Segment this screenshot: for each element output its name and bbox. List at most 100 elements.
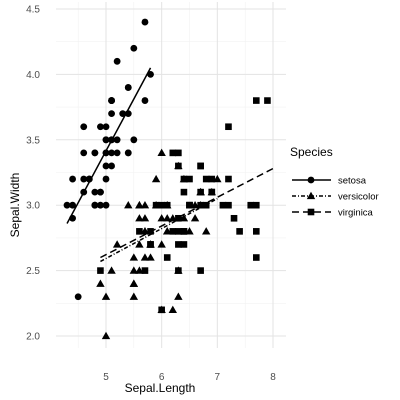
point-setosa: [102, 201, 110, 209]
point-versicolor: [157, 148, 166, 157]
point-virginica: [147, 241, 154, 248]
point-virginica: [230, 214, 238, 222]
point-setosa: [108, 110, 115, 118]
point-setosa: [80, 188, 88, 196]
point-versicolor: [190, 201, 200, 209]
point-virginica: [236, 228, 243, 235]
point-setosa: [113, 57, 121, 65]
point-virginica: [202, 201, 210, 209]
y-tick-label: 3.0: [26, 201, 40, 212]
point-versicolor: [140, 227, 150, 235]
point-versicolor: [151, 174, 161, 183]
point-versicolor: [129, 253, 139, 261]
point-versicolor: [213, 174, 222, 183]
point-virginica: [186, 201, 193, 209]
x-axis-ticks: 5 6 7 8: [103, 372, 276, 383]
x-tick-label: 7: [215, 372, 221, 383]
x-axis-label: Sepal.Length: [125, 381, 196, 395]
point-setosa: [91, 188, 99, 196]
point-virginica: [253, 201, 260, 209]
point-versicolor: [129, 266, 139, 274]
point-virginica: [208, 175, 216, 183]
data-points: [63, 18, 271, 340]
point-virginica: [147, 228, 154, 235]
point-virginica: [197, 188, 204, 196]
point-setosa: [124, 110, 132, 118]
point-virginica: [175, 214, 182, 222]
point-versicolor: [163, 227, 172, 235]
point-virginica: [225, 201, 232, 209]
fit-lines: [66, 67, 274, 263]
point-virginica: [163, 254, 171, 261]
point-setosa: [80, 123, 88, 131]
point-setosa: [102, 175, 110, 183]
point-virginica: [169, 228, 177, 235]
point-versicolor: [140, 201, 150, 209]
point-virginica: [264, 97, 271, 104]
point-virginica: [97, 267, 104, 274]
point-virginica: [175, 162, 182, 170]
point-virginica: [141, 267, 149, 274]
point-setosa: [97, 123, 104, 131]
point-setosa: [69, 201, 76, 209]
point-virginica: [158, 201, 165, 209]
x-tick-label: 6: [159, 372, 165, 383]
point-virginica: [225, 123, 232, 131]
point-virginica: [163, 201, 171, 209]
x-tick-label: 5: [103, 372, 109, 383]
y-axis-ticks: 2.0 2.5 3.0 3.5 4.0 4.5: [26, 5, 40, 343]
point-setosa: [91, 201, 99, 209]
y-axis-label: Sepal.Width: [8, 173, 22, 238]
point-versicolor: [129, 279, 139, 287]
point-versicolor: [96, 279, 105, 287]
point-setosa: [97, 201, 104, 209]
point-setosa: [124, 149, 132, 157]
point-setosa: [102, 136, 110, 144]
point-versicolor: [157, 240, 166, 248]
point-versicolor: [185, 227, 194, 235]
point-versicolor: [146, 253, 155, 261]
legend: Species setosa versicolor virginica: [290, 145, 379, 219]
point-setosa: [108, 162, 115, 170]
fit-line-setosa: [66, 67, 152, 224]
point-versicolor: [124, 201, 133, 209]
point-virginica: [136, 228, 143, 235]
legend-key-marker-virginica: [307, 208, 315, 216]
point-setosa: [80, 149, 88, 157]
point-setosa: [113, 149, 121, 157]
point-versicolor: [107, 266, 116, 274]
point-versicolor: [135, 240, 144, 248]
point-setosa: [119, 110, 127, 118]
point-virginica: [253, 228, 260, 235]
point-setosa: [147, 71, 154, 78]
point-versicolor: [163, 214, 172, 222]
legend-label-versicolor: versicolor: [338, 192, 379, 203]
point-versicolor: [168, 305, 178, 313]
fit-line-versicolor: [100, 197, 218, 263]
point-virginica: [175, 149, 182, 157]
point-versicolor: [168, 214, 178, 222]
point-virginica: [208, 188, 216, 196]
point-virginica: [197, 162, 204, 170]
point-versicolor: [112, 240, 122, 248]
legend-title: Species: [290, 145, 333, 159]
point-setosa: [141, 97, 149, 104]
point-versicolor: [135, 201, 144, 209]
point-setosa: [108, 97, 115, 104]
y-tick-label: 4.0: [26, 70, 40, 81]
point-virginica: [152, 201, 160, 209]
point-virginica: [180, 228, 188, 235]
grid: [56, 2, 286, 348]
point-virginica: [225, 175, 232, 183]
point-setosa: [69, 214, 76, 222]
point-versicolor: [190, 214, 200, 222]
point-virginica: [186, 175, 193, 183]
point-virginica: [247, 201, 255, 209]
point-virginica: [175, 267, 182, 274]
point-virginica: [253, 97, 260, 104]
point-virginica: [253, 254, 260, 261]
point-versicolor: [135, 266, 144, 274]
point-versicolor: [101, 331, 111, 340]
point-setosa: [102, 123, 110, 131]
